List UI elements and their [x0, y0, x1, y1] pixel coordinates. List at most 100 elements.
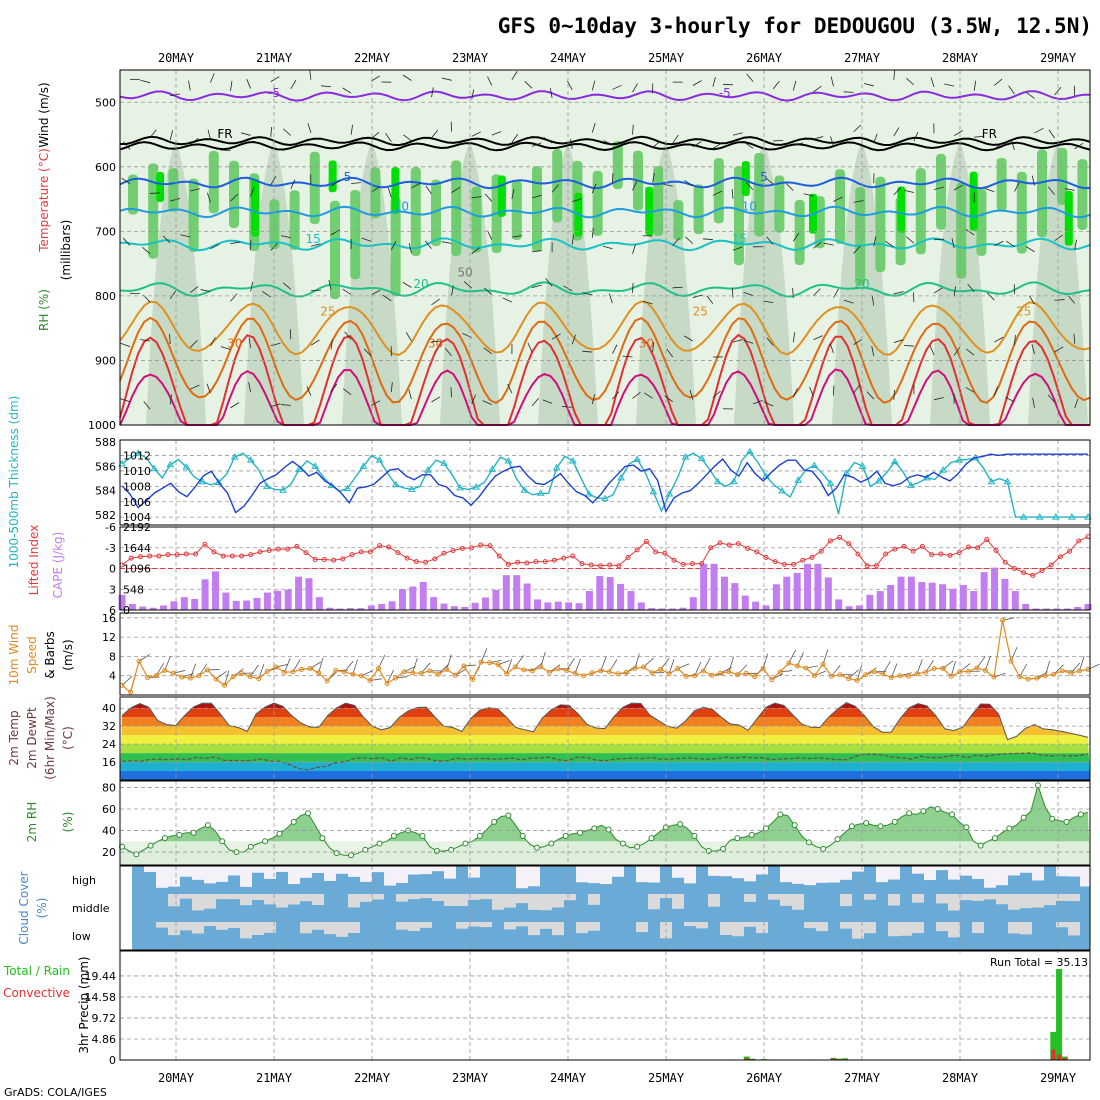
- slp-point: [263, 482, 271, 489]
- wind-barb: [684, 335, 694, 342]
- ylabel-temp2m: 2m DewPt: [25, 707, 39, 769]
- rh-point: [820, 845, 827, 852]
- cloud-clear-bar: [192, 866, 204, 880]
- li-point: [183, 551, 189, 557]
- cloud-clear-bar: [396, 894, 408, 902]
- cloud-clear-bar: [168, 866, 180, 887]
- li-point: [266, 548, 272, 554]
- wind-barb: [408, 389, 412, 400]
- li-point: [717, 540, 723, 546]
- wind-barb: [310, 289, 321, 292]
- cloud-clear-bar: [600, 866, 612, 885]
- wind-speed-point: [564, 667, 570, 673]
- li-point: [1067, 548, 1073, 554]
- rh-point: [534, 844, 541, 851]
- wind-speed-point: [965, 668, 971, 674]
- wind-barb: [813, 241, 822, 249]
- li-point: [708, 545, 714, 551]
- cloud-clear-bar: [708, 894, 720, 907]
- cloud-clear-bar: [516, 922, 528, 927]
- wind-barb: [1073, 333, 1076, 344]
- upper-air-frame: [119, 69, 1091, 426]
- wind-barb: [906, 78, 915, 86]
- cloud-clear-bar: [540, 894, 552, 911]
- temp-band: [120, 717, 1090, 727]
- wind-barb: [672, 134, 679, 144]
- li-point: [800, 557, 806, 563]
- wind-barb: [220, 149, 231, 152]
- wind-barb: [463, 281, 472, 289]
- isotherm-label: 25: [320, 304, 335, 318]
- ylabel-temperature: Temperature (°C): [37, 148, 51, 253]
- li-point: [772, 559, 778, 565]
- cape-bar: [326, 607, 334, 610]
- wind-barb: [823, 242, 834, 246]
- cloud-clear-bar: [996, 894, 1008, 905]
- wind-barb: [853, 124, 862, 133]
- wind-barb: [793, 142, 804, 147]
- cloud-clear-bar: [264, 922, 276, 933]
- cape-bar: [1042, 608, 1050, 610]
- cloud-clear-bar: [156, 866, 168, 888]
- cloud-clear-bar: [720, 922, 732, 936]
- cloud-clear-bar: [876, 866, 888, 883]
- wind-barb: [385, 133, 392, 142]
- wind-barb: [543, 137, 553, 144]
- wind-speed-point: [529, 668, 535, 674]
- cape-bar: [876, 591, 884, 610]
- cloud-clear-bar: [1008, 866, 1020, 876]
- wind-barb: [813, 335, 823, 341]
- cloud-clear-bar: [264, 894, 276, 905]
- slp-point: [939, 466, 947, 473]
- cape-bar: [274, 590, 282, 610]
- precip-bar: [1050, 1031, 1057, 1060]
- cape-bar: [648, 608, 656, 610]
- wind-speed-point: [136, 658, 142, 664]
- cloud-clear-bar: [420, 866, 432, 875]
- wind-speed-point: [820, 661, 826, 667]
- wind-barb: [471, 131, 481, 137]
- slp-point: [1003, 477, 1012, 485]
- wind-speed-point: [837, 672, 843, 678]
- convective-bar: [1057, 1054, 1062, 1060]
- wind-barb: [310, 339, 320, 346]
- li-point: [662, 550, 668, 556]
- cape-bar: [585, 591, 593, 610]
- wind-barb: [507, 383, 513, 394]
- cloud-clear-bar: [552, 894, 564, 908]
- precip-bar: [1056, 956, 1063, 1060]
- cloud-clear-bar: [732, 922, 744, 937]
- cape-bar: [959, 585, 967, 610]
- slp-point: [456, 483, 464, 491]
- wind-speed-point: [375, 665, 381, 671]
- wind-barb: [644, 392, 653, 399]
- li-point: [377, 543, 383, 549]
- cape-bar: [357, 608, 365, 610]
- date-label-bottom: 22MAY: [354, 1071, 391, 1085]
- wind-speed-point: [538, 664, 544, 670]
- wind-barb: [527, 342, 533, 353]
- wind-barb: [853, 245, 861, 254]
- slp-tick: 1004: [123, 511, 151, 524]
- cape-bar: [502, 575, 510, 610]
- isotherm-line: [119, 140, 1091, 152]
- wind-barb: [984, 188, 995, 193]
- cape-bar: [284, 589, 292, 610]
- cloud-clear-bar: [192, 922, 204, 934]
- wind-barb: [622, 355, 633, 358]
- cape-bar: [419, 581, 427, 610]
- convective-bar: [831, 1058, 836, 1060]
- wind-barb: [1074, 142, 1084, 150]
- panel-labels: Wind (m/s)Temperature (°C) RH (%) (milliba…: [3, 82, 91, 1053]
- isotherm-line: [119, 237, 1091, 252]
- temp-band: [120, 726, 1090, 736]
- wind-barb: [608, 293, 613, 304]
- rh-tick: 60: [102, 803, 116, 816]
- cloud-cover-panel: high middle low: [72, 865, 1092, 951]
- cape-bar: [980, 572, 988, 610]
- li-point: [524, 560, 530, 566]
- slp-point: [182, 463, 191, 470]
- wind-speed-point: [931, 665, 937, 671]
- cape-bar: [928, 582, 936, 610]
- ylabel-cloud: (%): [35, 898, 49, 919]
